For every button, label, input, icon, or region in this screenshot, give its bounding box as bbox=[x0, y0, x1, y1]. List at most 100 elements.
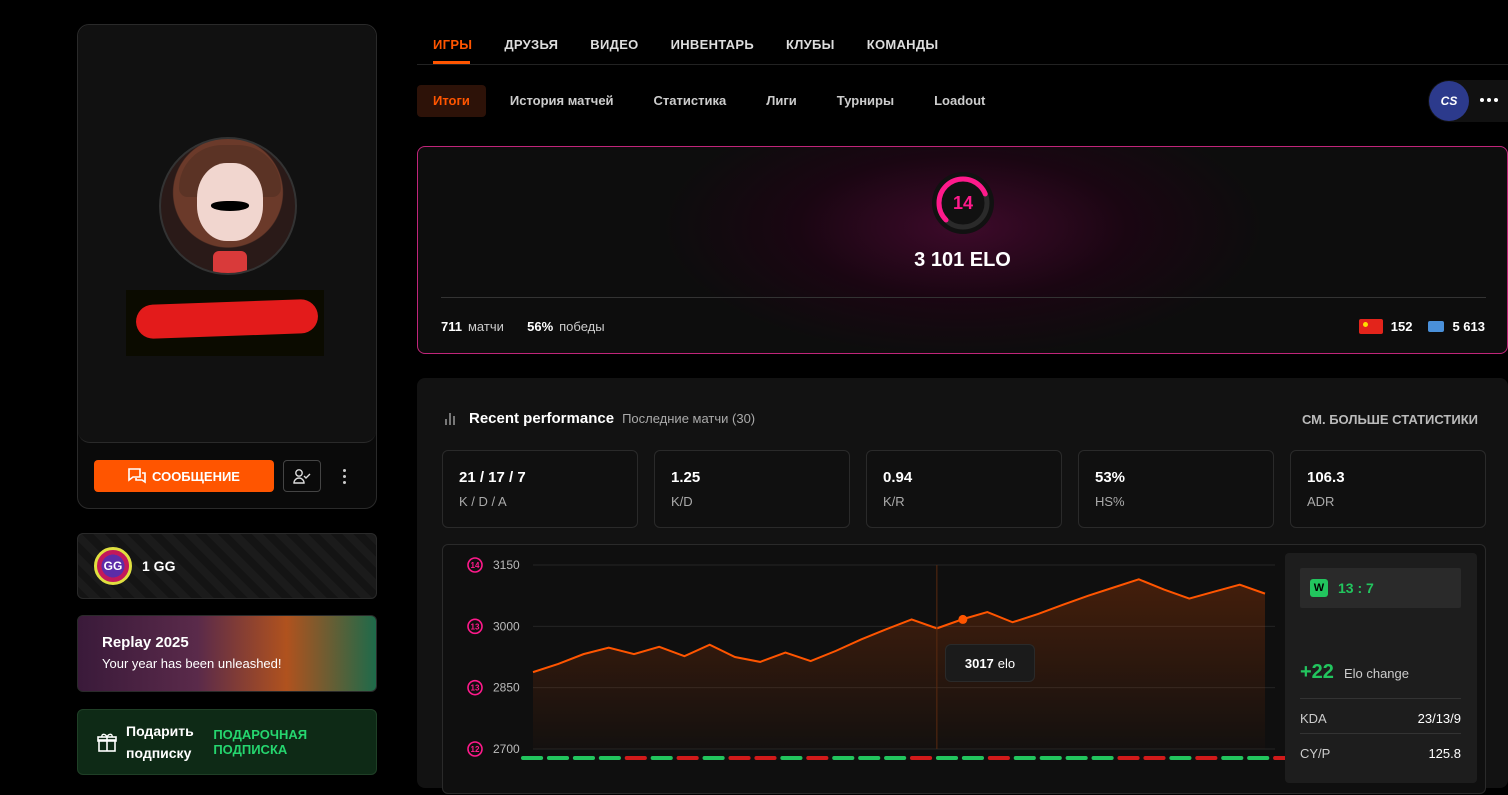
subtab-match-history[interactable]: История матчей bbox=[509, 93, 614, 108]
tab-games[interactable]: ИГРЫ bbox=[433, 37, 473, 52]
match-result-bar bbox=[1117, 756, 1140, 760]
elo-area bbox=[533, 579, 1265, 749]
gift-label: Подарить подписку bbox=[126, 723, 194, 761]
level-tick-icon bbox=[467, 679, 483, 696]
match-detail-panel: W 13 : 7 +22 Elo change KDA 23/13/9 CY/P… bbox=[1285, 553, 1477, 783]
performance-card: Recent performance Последние матчи (30) … bbox=[417, 378, 1508, 794]
match-result-bar bbox=[832, 756, 855, 760]
skill-level: 14 bbox=[952, 192, 974, 213]
region-rank[interactable]: 5 613 bbox=[1452, 319, 1485, 334]
stat-value: 21 / 17 / 7 bbox=[459, 469, 526, 486]
level-tick-label: 14 bbox=[471, 561, 480, 570]
elo-card: 14 3 101 ELO 711 матчи 56% победы 152 5 61… bbox=[417, 146, 1508, 354]
profile-card: СООБЩЕНИЕ bbox=[77, 24, 377, 509]
stat-hs: 53% HS% bbox=[1078, 450, 1274, 528]
skill-level-ring-icon bbox=[932, 172, 994, 234]
match-score: 13 : 7 bbox=[1338, 580, 1374, 596]
stat-kr: 0.94 K/R bbox=[866, 450, 1062, 528]
match-result-bar bbox=[702, 756, 725, 760]
row-label: KDA bbox=[1300, 711, 1327, 726]
elo-summary: 711 матчи 56% победы bbox=[441, 319, 605, 334]
stat-value: 1.25 bbox=[671, 469, 701, 486]
more-icon[interactable] bbox=[1480, 98, 1498, 102]
chat-icon bbox=[128, 468, 146, 484]
y-tick-label: 3150 bbox=[493, 558, 520, 572]
gift-icon bbox=[96, 731, 118, 753]
sub-nav: Итоги История матчей Статистика Лиги Тур… bbox=[417, 85, 1005, 117]
more-options-button[interactable] bbox=[334, 460, 354, 492]
matches-count: 711 bbox=[441, 319, 462, 334]
profile-header bbox=[78, 25, 376, 443]
match-kda-row: KDA 23/13/9 bbox=[1300, 698, 1461, 726]
tab-friends[interactable]: ДРУЗЬЯ bbox=[504, 37, 559, 52]
subtab-leagues[interactable]: Лиги bbox=[766, 93, 797, 108]
tab-inventory[interactable]: ИНВЕНТАРЬ bbox=[670, 37, 754, 52]
stat-value: 0.94 bbox=[883, 469, 913, 486]
match-result-bar bbox=[780, 756, 803, 760]
win-badge: W bbox=[1310, 579, 1328, 597]
hover-point bbox=[958, 614, 968, 624]
top-nav: ИГРЫ ДРУЗЬЯ ВИДЕО ИНВЕНТАРЬ КЛУБЫ КОМАНД… bbox=[433, 37, 970, 52]
level-tick-label: 12 bbox=[471, 745, 480, 754]
tab-clubs[interactable]: КЛУБЫ bbox=[785, 37, 835, 52]
level-tick-icon bbox=[467, 557, 483, 573]
replay-title: Replay 2025 bbox=[102, 634, 189, 651]
match-result-bar bbox=[1247, 756, 1270, 760]
match-result-bar bbox=[1065, 756, 1088, 760]
y-tick-label: 2700 bbox=[493, 742, 520, 756]
match-result-bar bbox=[961, 756, 984, 760]
tab-video[interactable]: ВИДЕО bbox=[590, 37, 639, 52]
stat-value: 106.3 bbox=[1307, 469, 1345, 486]
gift-subscription-link[interactable]: ПОДАРОЧНАЯ ПОДПИСКА bbox=[213, 727, 308, 757]
user-check-icon bbox=[293, 469, 311, 484]
match-result-bar bbox=[884, 756, 907, 760]
gift-card[interactable]: Подарить подписку ПОДАРОЧНАЯ ПОДПИСКА bbox=[77, 709, 377, 775]
row-value: 23/13/9 bbox=[1417, 711, 1461, 726]
gg-card[interactable]: GG 1 GG bbox=[77, 533, 377, 599]
game-selector[interactable]: CS bbox=[1428, 80, 1508, 122]
cs2-logo-icon: CS bbox=[1429, 81, 1469, 121]
match-result-bar bbox=[676, 756, 699, 760]
elo-change: +22 Elo change bbox=[1300, 661, 1409, 684]
replay-card[interactable]: Replay 2025 Your year has been unleashed… bbox=[77, 615, 377, 692]
y-tick-label: 2850 bbox=[493, 681, 520, 695]
elo-divider bbox=[441, 297, 1486, 298]
tab-teams[interactable]: КОМАНДЫ bbox=[866, 37, 939, 52]
match-result-bar bbox=[546, 756, 570, 760]
message-button[interactable]: СООБЩЕНИЕ bbox=[94, 460, 274, 492]
subtab-overview[interactable]: Итоги bbox=[417, 85, 486, 117]
redacted-username bbox=[126, 290, 324, 356]
tooltip-value: 3017 bbox=[964, 655, 994, 671]
stat-label: K/D bbox=[671, 494, 693, 509]
subtab-loadout[interactable]: Loadout bbox=[934, 93, 986, 108]
stat-kda: 21 / 17 / 7 K / D / A bbox=[442, 450, 638, 528]
gg-label: 1 GG bbox=[142, 558, 176, 574]
subtab-tournaments[interactable]: Турниры bbox=[836, 93, 895, 108]
add-friend-button[interactable] bbox=[283, 460, 321, 492]
row-value: 125.8 bbox=[1428, 746, 1461, 761]
match-result-bar bbox=[1221, 756, 1244, 760]
subtab-stats[interactable]: Статистика bbox=[653, 93, 727, 108]
match-result-bar bbox=[1091, 756, 1114, 760]
level-tick-icon bbox=[467, 741, 483, 757]
level-tick-label: 13 bbox=[471, 622, 480, 631]
match-result-bar bbox=[910, 756, 933, 760]
country-rank[interactable]: 152 bbox=[1390, 319, 1413, 334]
match-result-bar bbox=[1169, 756, 1192, 760]
rankings: 152 5 613 bbox=[1358, 319, 1485, 334]
stat-label: K/R bbox=[883, 494, 905, 509]
elo-chart[interactable]: 14 3150 13 3000 13 2850 12 2700 bbox=[443, 545, 1487, 795]
match-result-bar bbox=[521, 756, 544, 760]
avatar[interactable] bbox=[159, 137, 297, 275]
region-icon bbox=[1428, 321, 1445, 332]
stat-label: HS% bbox=[1095, 494, 1125, 509]
elo-change-value: +22 bbox=[1300, 661, 1334, 683]
elo-value: 3 101 ELO bbox=[914, 249, 1011, 271]
match-result-bar bbox=[728, 756, 751, 760]
performance-title: Recent performance bbox=[469, 410, 615, 427]
match-adr-row: CY/P 125.8 bbox=[1300, 733, 1461, 761]
match-result[interactable]: W 13 : 7 bbox=[1300, 568, 1461, 608]
gg-badge-icon: GG bbox=[94, 547, 132, 585]
match-result-bar bbox=[572, 756, 595, 760]
see-more-stats-link[interactable]: СМ. БОЛЬШЕ СТАТИСТИКИ bbox=[1301, 412, 1478, 427]
